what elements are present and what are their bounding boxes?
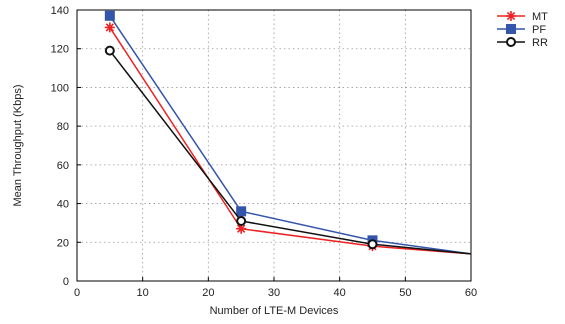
y-tick-label: 40 [57, 199, 69, 211]
legend-item-mt: MT [497, 11, 548, 23]
marker-circle [104, 45, 115, 56]
y-tick-label: 60 [57, 160, 69, 172]
series-rr [104, 45, 472, 255]
grid [77, 10, 471, 281]
marker-square [236, 206, 247, 217]
x-ticks: 0 10 20 30 40 50 60 [74, 277, 477, 299]
series-mt [104, 22, 472, 255]
x-axis-label: Number of LTE-M Devices [210, 305, 339, 317]
x-tick-label: 60 [465, 287, 477, 299]
marker-square [104, 10, 115, 21]
marker-circle [367, 239, 378, 250]
y-axis-label: Mean Throughput (Kbps) [12, 84, 24, 206]
y-tick-label: 100 [51, 82, 69, 94]
y-ticks: 0 20 40 60 80 100 120 140 [51, 5, 81, 288]
legend-item-pf: PF [497, 24, 546, 36]
x-tick-label: 50 [399, 287, 411, 299]
y-tick-label: 80 [57, 121, 69, 133]
series-pf [104, 10, 472, 255]
marker-circle [506, 37, 516, 47]
legend-item-rr: RR [497, 37, 548, 49]
series-line [109, 15, 472, 255]
marker-square [506, 24, 516, 34]
legend-label: PF [532, 24, 546, 36]
y-tick-label: 140 [51, 5, 69, 17]
x-tick-label: 30 [268, 287, 280, 299]
y-tick-label: 0 [63, 276, 69, 288]
series-line [109, 50, 472, 255]
y-tick-label: 120 [51, 44, 69, 56]
marker-circle [236, 215, 247, 226]
series-line [109, 27, 472, 255]
marker-asterisk [506, 11, 516, 21]
series-group [104, 10, 472, 255]
legend-label: MT [532, 11, 548, 23]
y-tick-label: 20 [57, 237, 69, 249]
marker-asterisk [236, 223, 247, 234]
legend-label: RR [532, 37, 548, 49]
x-tick-label: 0 [74, 287, 80, 299]
x-tick-label: 10 [137, 287, 149, 299]
marker-asterisk [104, 22, 115, 33]
x-tick-label: 40 [334, 287, 346, 299]
x-tick-label: 20 [202, 287, 214, 299]
